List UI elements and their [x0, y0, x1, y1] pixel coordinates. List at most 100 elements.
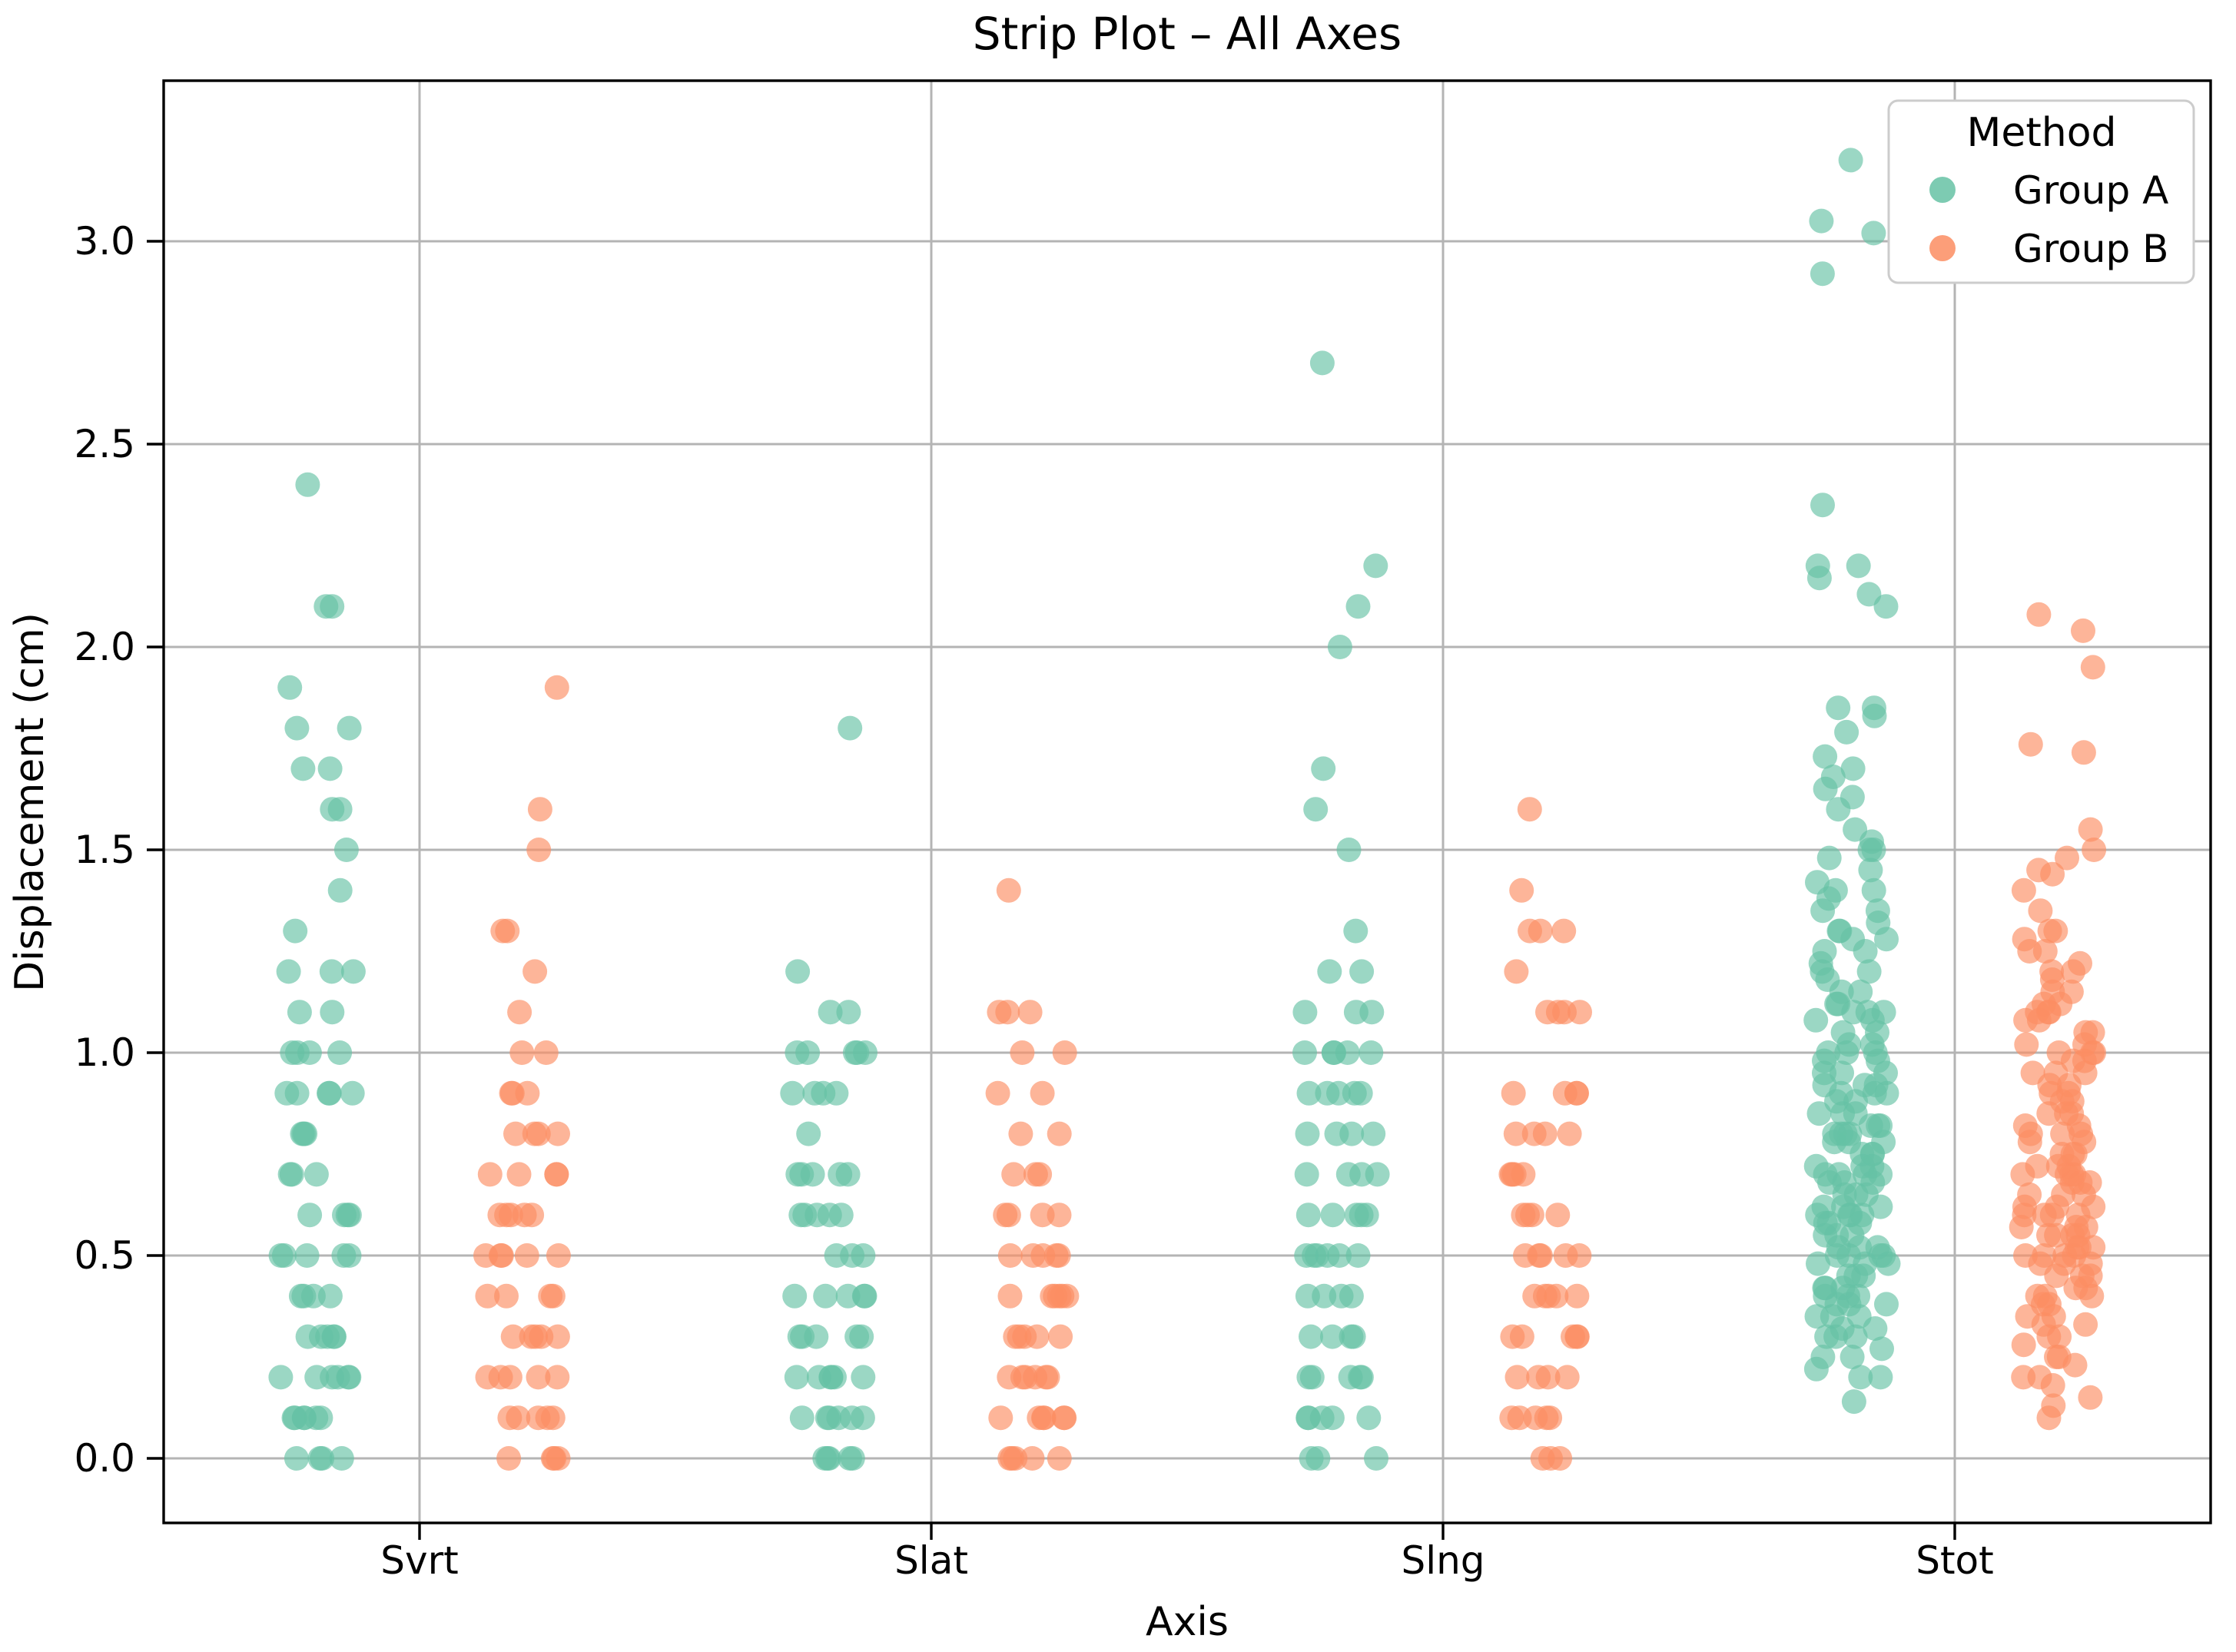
data-point: [294, 1243, 320, 1268]
data-point: [307, 1446, 333, 1471]
data-point: [817, 1203, 842, 1228]
data-point: [1052, 1040, 1077, 1065]
data-point: [1010, 1040, 1035, 1065]
data-point: [1534, 1405, 1559, 1431]
data-point: [1299, 1446, 1324, 1471]
y-tick-label: 1.0: [74, 1030, 135, 1075]
data-point: [1012, 1324, 1037, 1349]
data-point: [1035, 1365, 1060, 1390]
x-tick-label: Slat: [894, 1538, 968, 1583]
data-point: [784, 1365, 809, 1390]
data-point: [1517, 797, 1542, 822]
data-point: [1806, 1101, 1832, 1126]
data-point: [997, 1283, 1023, 1309]
data-point: [1001, 1162, 1027, 1187]
data-point: [293, 1121, 318, 1146]
data-point: [514, 1243, 539, 1268]
data-point: [2013, 1243, 2038, 1268]
data-point: [533, 1040, 559, 1065]
data-point: [814, 1405, 840, 1431]
x-tick-labels: Svrt Slat Slng Stot: [380, 1538, 1994, 1583]
data-point: [1294, 1243, 1319, 1268]
data-point: [1349, 959, 1375, 984]
data-point: [1027, 1405, 1052, 1431]
data-point: [1846, 553, 1871, 579]
data-point: [340, 959, 366, 984]
data-point: [1295, 1121, 1320, 1146]
data-point: [2055, 845, 2079, 871]
data-point: [1292, 1040, 1317, 1065]
data-point: [2020, 1060, 2045, 1086]
data-point: [813, 1283, 838, 1309]
data-point: [1339, 1121, 1365, 1146]
data-point: [2044, 1222, 2069, 1248]
data-point: [1303, 797, 1329, 822]
data-point: [1349, 1162, 1375, 1187]
data-point: [496, 1446, 522, 1471]
data-point: [1295, 1203, 1321, 1228]
data-point: [1311, 756, 1336, 781]
data-point: [2028, 898, 2053, 924]
data-point: [853, 1040, 877, 1065]
data-point: [2080, 1020, 2105, 1045]
data-point: [999, 1446, 1024, 1471]
data-point: [283, 918, 308, 944]
data-point: [1504, 959, 1529, 984]
data-point: [1296, 1365, 1322, 1390]
data-point: [1345, 594, 1371, 619]
data-point: [327, 797, 353, 822]
data-point: [2032, 1243, 2057, 1268]
data-point: [1030, 1243, 1056, 1268]
data-point: [1507, 1405, 1532, 1431]
data-point: [838, 715, 863, 741]
data-point: [782, 1283, 808, 1309]
data-point: [1803, 1007, 1829, 1033]
x-tick-label: Svrt: [380, 1538, 459, 1583]
data-point: [1827, 918, 1853, 944]
data-point: [526, 838, 552, 862]
data-point: [545, 1365, 570, 1390]
data-point: [1816, 1040, 1841, 1065]
data-point: [477, 1162, 503, 1187]
data-point: [792, 1203, 818, 1228]
data-point: [1535, 1365, 1561, 1390]
data-point: [1504, 1365, 1530, 1390]
data-point: [1810, 493, 1835, 518]
data-point: [544, 675, 569, 700]
data-point: [1812, 939, 1837, 964]
data-point: [1820, 765, 1846, 789]
data-point: [1047, 1121, 1072, 1146]
data-point: [1806, 1251, 1830, 1276]
data-point: [1527, 1243, 1552, 1268]
data-point: [1850, 1203, 1875, 1228]
data-point: [851, 1283, 877, 1309]
data-point: [337, 715, 362, 741]
data-point: [495, 918, 520, 944]
data-point: [1841, 1389, 1866, 1415]
y-tick-label: 0.0: [74, 1436, 135, 1481]
data-point: [1047, 1446, 1072, 1471]
data-point: [317, 756, 343, 781]
data-point: [985, 1080, 1010, 1106]
data-point: [2032, 1283, 2058, 1309]
data-point: [2041, 1393, 2066, 1418]
y-tick-label: 2.5: [74, 422, 135, 466]
data-point: [523, 959, 548, 984]
data-point: [789, 1405, 814, 1431]
data-point: [1805, 553, 1830, 579]
data-point: [1813, 744, 1838, 769]
data-point: [519, 1203, 545, 1228]
plot-frame: [162, 79, 2212, 1524]
data-point: [795, 1040, 821, 1065]
data-point: [340, 1080, 365, 1106]
data-point: [500, 1324, 526, 1349]
data-point: [1830, 1060, 1854, 1086]
data-point: [2032, 939, 2058, 964]
data-point: [2059, 979, 2084, 1004]
data-point: [2078, 817, 2103, 842]
data-point: [1553, 1243, 1578, 1268]
data-point: [1292, 1000, 1318, 1025]
data-point: [988, 1405, 1013, 1431]
y-tick-label: 2.0: [74, 625, 135, 669]
